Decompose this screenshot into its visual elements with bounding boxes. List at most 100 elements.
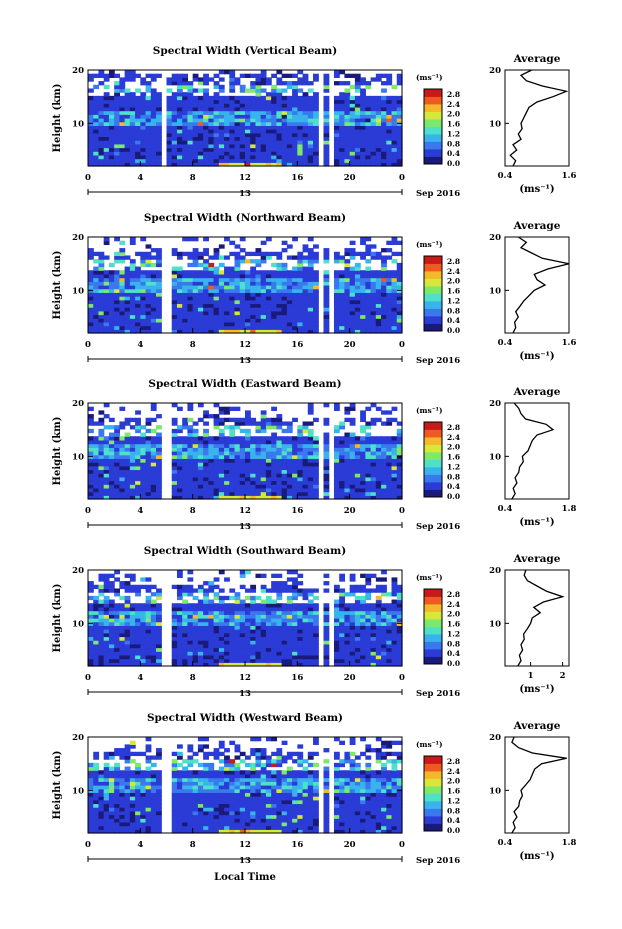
heatmap-cell	[386, 136, 393, 141]
heatmap-cell	[203, 118, 209, 123]
heatmap-cell	[297, 592, 304, 597]
heatmap-cell	[208, 454, 215, 459]
heatmap-cell	[135, 662, 141, 667]
heatmap-cell	[250, 259, 257, 264]
heatmap-cell	[124, 495, 131, 500]
heatmap-cell	[98, 129, 105, 134]
heatmap-cell	[260, 95, 267, 101]
heatmap-cell	[386, 480, 393, 485]
heatmap-cell	[197, 454, 204, 459]
heatmap-cell	[370, 129, 377, 134]
heatmap-cell	[239, 296, 246, 301]
heatmap-cell	[276, 110, 283, 115]
heatmap-cell	[234, 125, 241, 130]
avg-title: Average	[513, 220, 561, 232]
heatmap-cell	[213, 421, 220, 426]
heatmap-cell	[245, 73, 251, 78]
heatmap-cell	[156, 110, 162, 115]
heatmap-cell	[114, 487, 120, 493]
heatmap-cell	[213, 73, 220, 78]
heatmap-cell	[135, 610, 141, 615]
heatmap-cell	[260, 647, 267, 652]
heatmap-cell	[140, 480, 147, 485]
heatmap-cell	[93, 118, 100, 123]
heatmap-cell	[234, 325, 241, 330]
heatmap-cell	[276, 495, 283, 500]
heatmap-cell	[245, 99, 251, 104]
heatmap-cell	[271, 465, 277, 471]
heatmap-cell	[171, 129, 178, 134]
heatmap-cell	[365, 296, 372, 301]
heatmap-cell	[135, 410, 141, 415]
heatmap-cell	[375, 73, 382, 78]
heatmap-cell	[344, 614, 351, 619]
heatmap-cell	[292, 106, 298, 112]
heatmap-cell	[375, 329, 382, 334]
heatmap-cell	[119, 629, 126, 634]
heatmap-cell	[265, 95, 272, 101]
heatmap-cell	[229, 84, 236, 90]
heatmap-cell	[391, 658, 398, 663]
heatmap-cell	[386, 310, 393, 316]
heatmap-cell	[360, 125, 366, 130]
heatmap-cell	[396, 103, 403, 108]
heatmap-cell	[386, 281, 393, 286]
heatmap-cell	[286, 480, 293, 485]
heatmap-cell	[365, 487, 372, 493]
heatmap-cell	[313, 125, 319, 130]
heatmap-cell	[286, 451, 293, 456]
heatmap-cell	[124, 70, 131, 75]
heatmap-cell	[119, 143, 126, 149]
heatmap-cell	[192, 259, 199, 264]
heatmap-cell	[354, 484, 361, 489]
heatmap-cell	[203, 480, 209, 485]
heatmap-cell	[229, 114, 236, 119]
heatmap-cell	[349, 480, 356, 485]
heatmap-cell	[192, 125, 199, 130]
heatmap-cell	[119, 255, 126, 260]
heatmap-cell	[297, 469, 304, 474]
heatmap-cell	[229, 147, 236, 152]
heatmap-cell	[302, 99, 309, 104]
heatmap-cell	[250, 495, 257, 500]
x-tick-label: 0	[85, 340, 91, 350]
heatmap-cell	[265, 621, 272, 626]
heatmap-cell	[271, 143, 277, 149]
heatmap-cell	[145, 132, 152, 138]
heatmap-cell	[197, 307, 204, 312]
heatmap-cell	[224, 454, 230, 459]
heatmap-cell	[119, 310, 126, 316]
heatmap-cell	[354, 314, 361, 319]
heatmap-cell	[375, 281, 382, 286]
heatmap-cell	[381, 154, 387, 160]
heatmap-cell	[323, 480, 330, 485]
heatmap-cell	[88, 158, 94, 163]
heatmap-cell	[292, 103, 298, 108]
heatmap-cell	[333, 428, 340, 434]
heatmap-cell	[381, 259, 387, 264]
heatmap-cell	[176, 77, 183, 82]
heatmap-cell	[234, 118, 241, 123]
heatmap-cell	[213, 136, 220, 141]
heatmap-cell	[271, 654, 277, 660]
heatmap-cell	[360, 625, 366, 630]
heatmap-cell	[292, 99, 298, 104]
heatmap-cell	[307, 451, 314, 456]
heatmap-cell	[391, 240, 398, 245]
heatmap-cell	[234, 618, 241, 623]
heatmap-cell	[276, 491, 283, 496]
heatmap-cell	[260, 106, 267, 112]
heatmap-cell	[339, 255, 346, 260]
heatmap-cell	[354, 451, 361, 456]
heatmap-cell	[213, 81, 220, 86]
heatmap-cell	[323, 318, 330, 323]
heatmap-cell	[245, 132, 251, 138]
heatmap-cell	[339, 651, 346, 656]
heatmap-cell	[255, 603, 262, 608]
heatmap-cell	[323, 476, 330, 482]
heatmap-cell	[365, 636, 372, 641]
heatmap-cell	[245, 118, 251, 123]
heatmap-cell	[245, 629, 251, 634]
heatmap-cell	[271, 458, 277, 463]
heatmap-cell	[129, 314, 136, 319]
